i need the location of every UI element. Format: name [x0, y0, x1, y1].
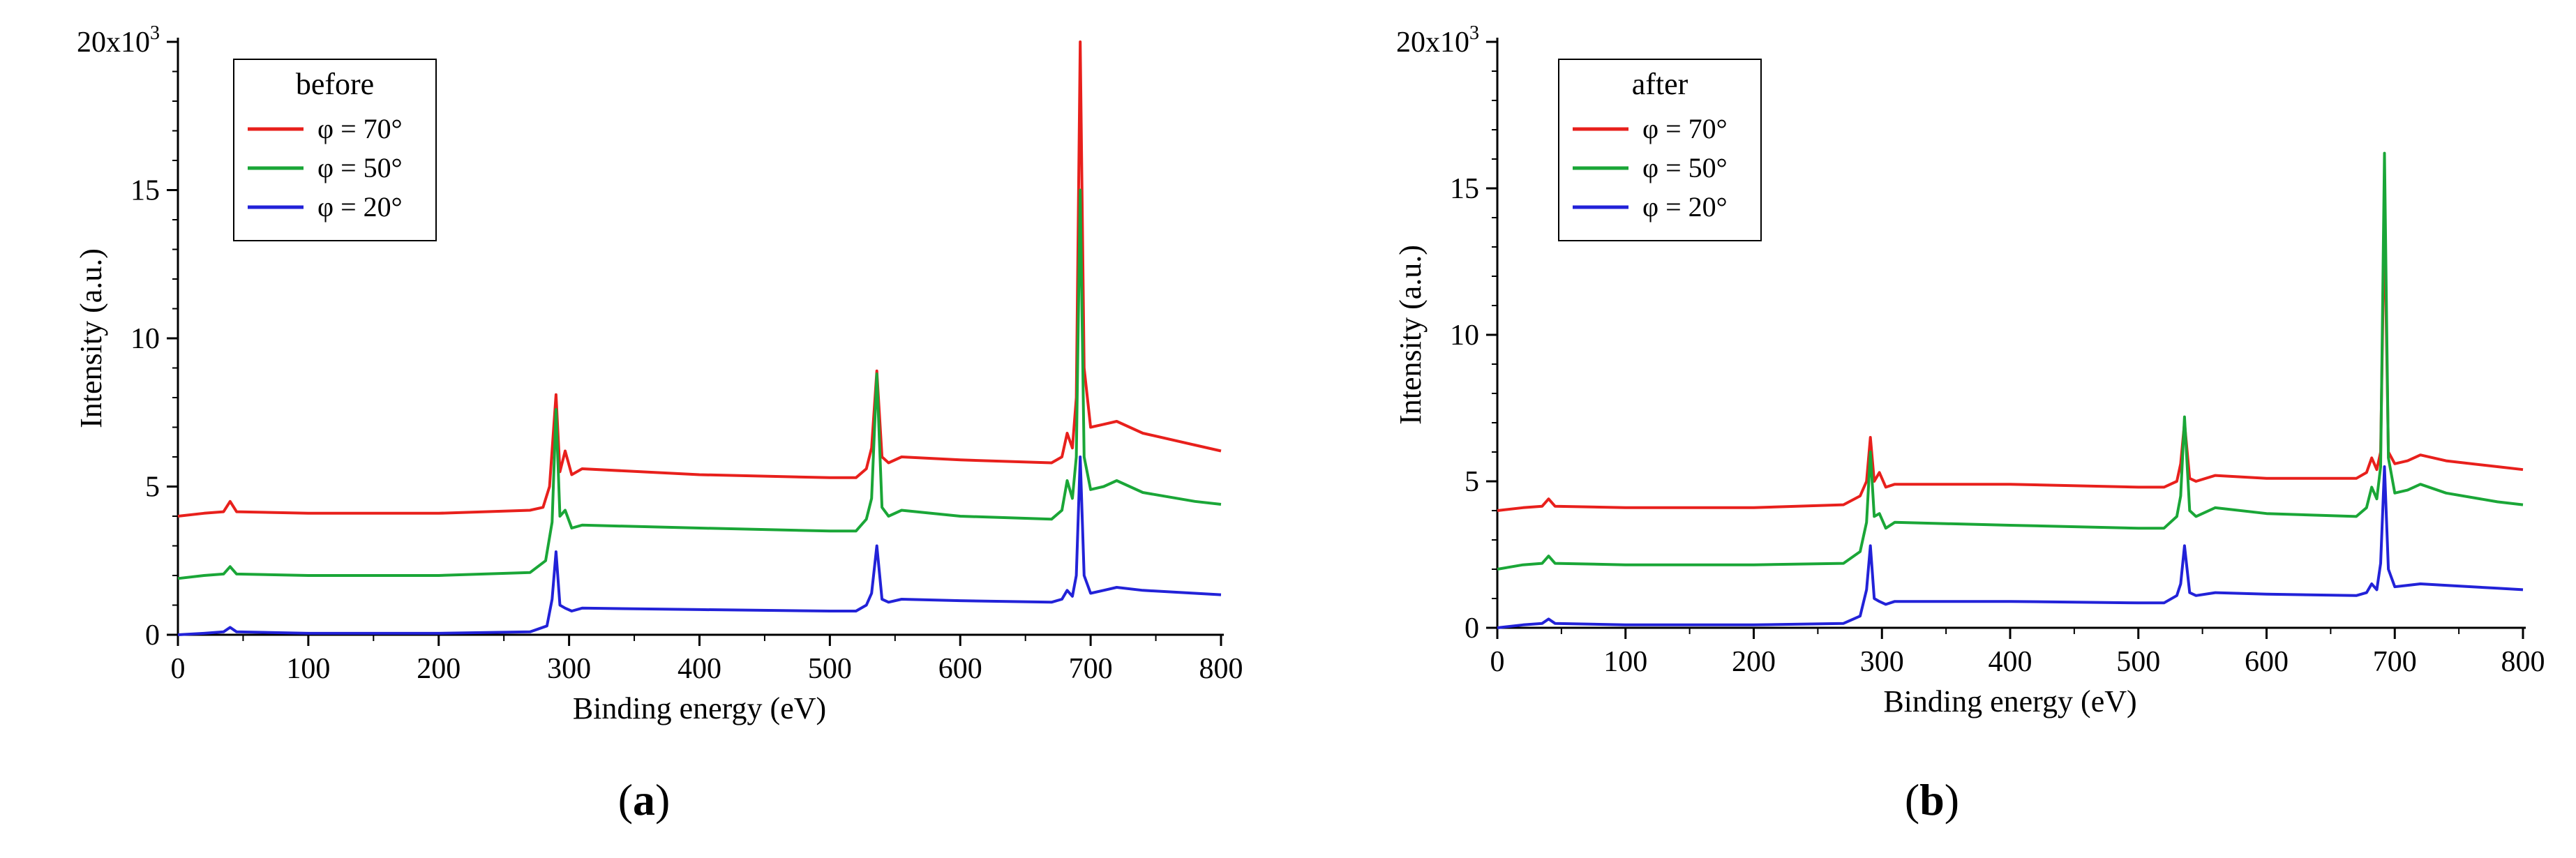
y-tick-label: 5 — [1465, 466, 1479, 498]
x-tick-label: 500 — [2116, 646, 2160, 678]
x-tick-label: 100 — [1603, 646, 1647, 678]
x-tick-label: 200 — [417, 653, 460, 685]
x-tick-label: 0 — [1490, 646, 1505, 678]
y-tick-label: 15 — [130, 175, 160, 207]
legend-box — [233, 59, 437, 241]
x-tick-label: 0 — [171, 653, 186, 685]
series-line-2 — [1497, 151, 2524, 571]
x-axis-title: Binding energy (eV) — [573, 691, 826, 725]
series-line-2 — [177, 188, 1222, 580]
legend-title: before — [296, 67, 374, 101]
y-axis-title: Intensity (a.u.) — [1393, 245, 1428, 425]
legend-title: after — [1632, 67, 1688, 101]
series-line-1 — [1497, 210, 2524, 512]
y-tick-label: 0 — [145, 619, 160, 652]
x-tick-label: 400 — [1989, 646, 2032, 678]
x-tick-label: 100 — [286, 653, 330, 685]
x-tick-label: 800 — [1199, 653, 1243, 685]
y-tick-label: 20x103 — [77, 22, 160, 59]
chart-b: 0 100 200 300 400 500 600 700 800 0 5 10 15 20x103 Bin… — [1393, 22, 2545, 718]
x-tick-label: 500 — [808, 653, 852, 685]
x-tick-label: 700 — [1069, 653, 1113, 685]
y-tick-label: 0 — [1465, 612, 1479, 645]
y-axis-title: Intensity (a.u.) — [74, 248, 108, 428]
legend-label: φ = 70° — [1642, 113, 1728, 144]
x-tick-label: 300 — [1860, 646, 1904, 678]
legend-label: φ = 50° — [1642, 152, 1728, 183]
legend-label: φ = 20° — [317, 191, 403, 223]
x-tick-label: 200 — [1732, 646, 1776, 678]
panel-label-b: (b) — [1904, 775, 1960, 825]
legend-label: φ = 70° — [317, 113, 403, 144]
legend-box — [1558, 59, 1762, 241]
x-tick-label: 400 — [677, 653, 721, 685]
panel-a: 0 100 200 300 400 500 600 700 800 0 5 10 15 20x103 Bin… — [74, 22, 1243, 825]
chart-a: 0 100 200 300 400 500 600 700 800 0 5 10 15 20x103 Bin… — [74, 22, 1243, 725]
y-tick-label: 10 — [130, 323, 160, 355]
series-line-3 — [1497, 465, 2524, 629]
x-tick-label: 800 — [2501, 646, 2545, 678]
x-tick-label: 600 — [938, 653, 982, 685]
series-line-3 — [177, 456, 1222, 636]
y-tick-label: 5 — [145, 472, 160, 504]
x-axis-title: Binding energy (eV) — [1883, 684, 2136, 718]
series-line-1 — [177, 40, 1222, 518]
y-tick-label: 15 — [1450, 173, 1479, 205]
panel-label-a: (a) — [617, 775, 671, 825]
y-tick-label: 20x103 — [1396, 22, 1479, 59]
legend-label: φ = 50° — [317, 152, 403, 183]
x-tick-label: 600 — [2245, 646, 2289, 678]
legend-label: φ = 20° — [1642, 191, 1728, 223]
y-tick-label: 10 — [1450, 319, 1479, 352]
panel-b: 0 100 200 300 400 500 600 700 800 0 5 10 15 20x103 Bin… — [1288, 0, 2576, 858]
x-tick-label: 700 — [2373, 646, 2417, 678]
x-tick-label: 300 — [547, 653, 591, 685]
